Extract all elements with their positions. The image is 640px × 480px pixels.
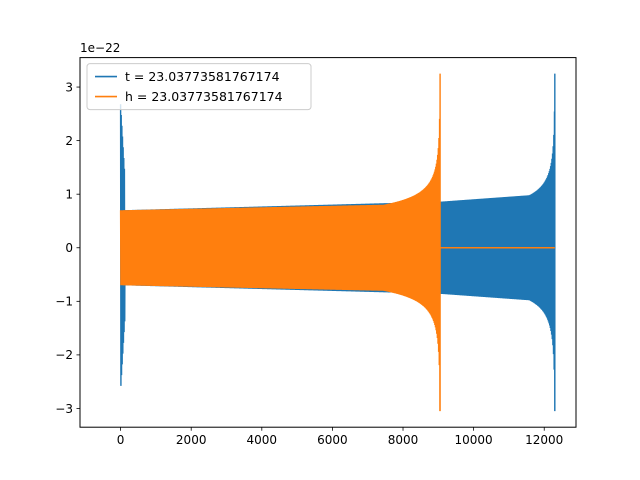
y-tick-label: −1: [55, 295, 73, 309]
y-tick-label: −2: [55, 348, 73, 362]
y-axis: −3 −2 −1 0 1 2 3: [55, 80, 80, 416]
y-tick-label: 2: [65, 134, 73, 148]
legend: t = 23.03773581767174 h = 23.037735817671…: [86, 63, 312, 111]
y-tick-label: 0: [65, 241, 73, 255]
y-tick-label: −3: [55, 402, 73, 416]
x-tick-label: 0: [117, 433, 125, 447]
series-line-1: [119, 73, 555, 412]
plot-area-frame: [79, 57, 577, 428]
x-tick-label: 8000: [388, 433, 419, 447]
legend-box: [86, 63, 312, 111]
x-tick-label: 10000: [455, 433, 493, 447]
x-tick-label: 2000: [176, 433, 207, 447]
x-axis: 0 2000 4000 6000 8000 10000 12000: [117, 427, 563, 447]
legend-label: t = 23.03773581767174: [125, 69, 280, 84]
series-layer: [119, 73, 556, 412]
y-tick-label: 3: [65, 80, 73, 94]
y-tick-label: 1: [65, 187, 73, 201]
y-axis-offset-label: 1e−22: [80, 41, 120, 55]
x-tick-label: 12000: [525, 433, 563, 447]
legend-label: h = 23.03773581767174: [125, 89, 283, 104]
x-tick-label: 4000: [247, 433, 278, 447]
x-tick-label: 6000: [317, 433, 348, 447]
